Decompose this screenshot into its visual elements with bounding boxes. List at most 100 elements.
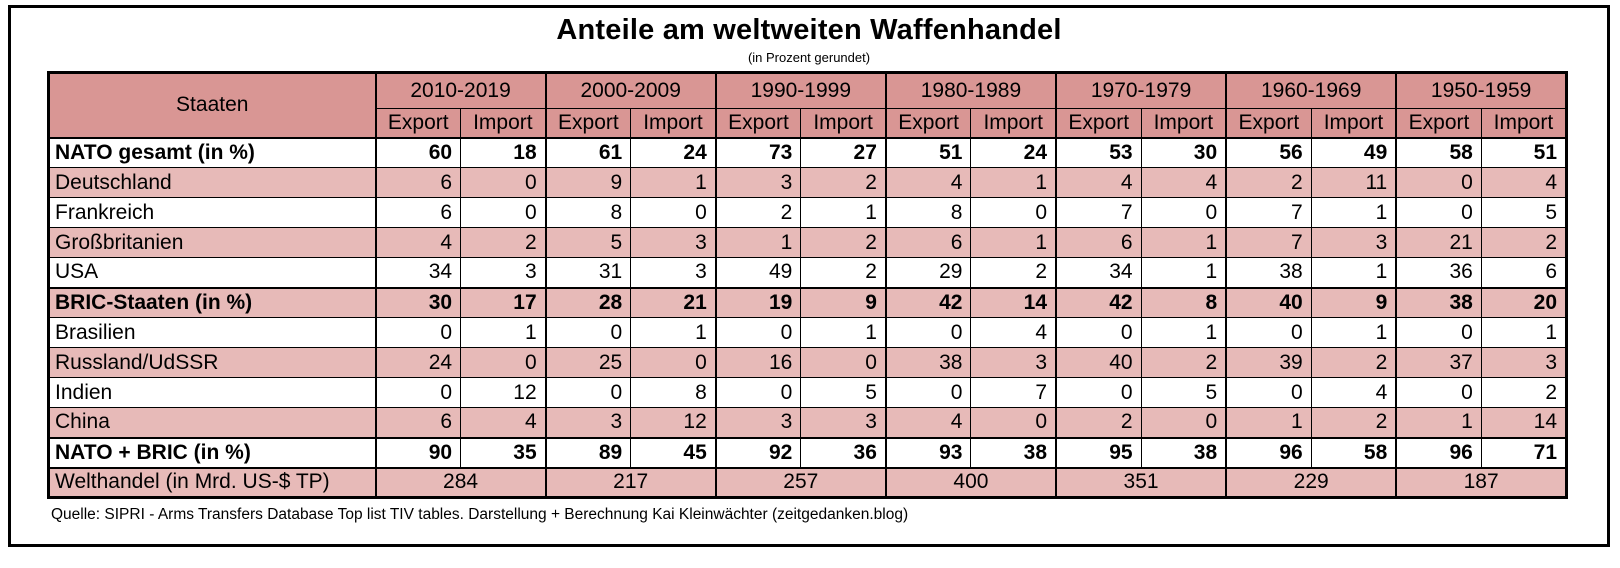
value-cell: 6 <box>1055 227 1142 258</box>
staaten-column-header: Staaten <box>48 72 377 138</box>
value-cell: 93 <box>885 436 972 468</box>
value-cell: 8 <box>630 377 717 408</box>
value-cell: 7 <box>1225 197 1312 228</box>
value-cell: 2 <box>1310 407 1398 438</box>
value-cell: 8 <box>885 197 972 228</box>
value-cell: 2 <box>800 167 887 198</box>
value-cell: 36 <box>1395 257 1482 288</box>
value-cell: 3 <box>1480 347 1568 378</box>
value-cell: 9 <box>545 167 632 198</box>
value-cell: 0 <box>715 377 802 408</box>
value-cell: 4 <box>885 407 972 438</box>
value-cell: 0 <box>460 347 547 378</box>
value-cell: 2 <box>970 257 1058 288</box>
value-cell: 95 <box>1055 436 1142 468</box>
source-note: Quelle: SIPRI - Arms Transfers Database … <box>51 506 909 523</box>
export-header: Export <box>374 108 462 138</box>
value-cell: 1 <box>1140 317 1228 348</box>
value-cell: 7 <box>970 377 1058 408</box>
value-cell: 51 <box>1480 136 1568 168</box>
value-cell: 0 <box>460 167 547 198</box>
import-header: Import <box>970 108 1058 138</box>
value-cell: 4 <box>374 227 462 258</box>
welthandel-value-cell: 400 <box>884 466 1058 498</box>
value-cell: 71 <box>1480 436 1568 468</box>
value-cell: 36 <box>800 436 887 468</box>
value-cell: 6 <box>374 407 462 438</box>
table-row: Frankreich 6 0 8 0 2 1 8 0 7 0 7 1 0 5 <box>48 197 1568 228</box>
export-header: Export <box>1225 108 1312 138</box>
value-cell: 1 <box>800 317 887 348</box>
value-cell: 40 <box>1225 286 1312 318</box>
value-cell: 27 <box>800 136 887 168</box>
row-label: Frankreich <box>48 197 377 228</box>
value-cell: 56 <box>1225 136 1312 168</box>
table-row: Indien 0 12 0 8 0 5 0 7 0 5 0 4 0 2 <box>48 377 1568 408</box>
value-cell: 5 <box>1480 197 1568 228</box>
value-cell: 0 <box>630 347 717 378</box>
row-label: BRIC-Staaten (in %) <box>48 286 377 318</box>
value-cell: 38 <box>1140 436 1228 468</box>
value-cell: 3 <box>1310 227 1398 258</box>
export-header: Export <box>715 108 802 138</box>
value-cell: 35 <box>460 436 547 468</box>
value-cell: 1 <box>970 167 1058 198</box>
value-cell: 0 <box>1140 197 1228 228</box>
value-cell: 24 <box>970 136 1058 168</box>
table-row: Großbritanien 4 2 5 3 1 2 6 1 6 1 7 3 21 2 <box>48 227 1568 258</box>
value-cell: 14 <box>970 286 1058 318</box>
value-cell: 5 <box>545 227 632 258</box>
export-header: Export <box>545 108 632 138</box>
value-cell: 1 <box>1310 317 1398 348</box>
value-cell: 6 <box>885 227 972 258</box>
value-cell: 7 <box>1055 197 1142 228</box>
value-cell: 16 <box>715 347 802 378</box>
value-cell: 6 <box>374 167 462 198</box>
value-cell: 0 <box>885 317 972 348</box>
value-cell: 1 <box>970 227 1058 258</box>
row-label: Russland/UdSSR <box>48 347 377 378</box>
welthandel-value-cell: 217 <box>544 466 717 498</box>
table-row: Deutschland 6 0 9 1 3 2 4 1 4 4 2 11 0 4 <box>48 167 1568 198</box>
value-cell: 73 <box>715 136 802 168</box>
value-cell: 19 <box>715 286 802 318</box>
decade-header: 1960-1969 <box>1225 72 1397 109</box>
value-cell: 92 <box>715 436 802 468</box>
value-cell: 4 <box>460 407 547 438</box>
value-cell: 30 <box>1140 136 1228 168</box>
value-cell: 2 <box>800 257 887 288</box>
value-cell: 0 <box>800 347 887 378</box>
value-cell: 5 <box>800 377 887 408</box>
value-cell: 38 <box>970 436 1058 468</box>
decade-header: 1980-1989 <box>884 72 1057 109</box>
value-cell: 58 <box>1395 136 1482 168</box>
value-cell: 3 <box>630 257 717 288</box>
value-cell: 37 <box>1395 347 1482 378</box>
import-header: Import <box>460 108 547 138</box>
value-cell: 34 <box>374 257 462 288</box>
welthandel-value-cell: 187 <box>1395 466 1568 498</box>
value-cell: 12 <box>460 377 547 408</box>
value-cell: 29 <box>885 257 972 288</box>
value-cell: 9 <box>800 286 887 318</box>
value-cell: 49 <box>1310 136 1398 168</box>
import-header: Import <box>1480 108 1568 138</box>
value-cell: 1 <box>460 317 547 348</box>
value-cell: 2 <box>800 227 887 258</box>
value-cell: 0 <box>374 317 462 348</box>
value-cell: 0 <box>545 377 632 408</box>
value-cell: 2 <box>1225 167 1312 198</box>
value-cell: 96 <box>1225 436 1312 468</box>
welthandel-value-cell: 257 <box>714 466 887 498</box>
value-cell: 3 <box>630 227 717 258</box>
row-label: NATO + BRIC (in %) <box>48 436 377 468</box>
table-row: USA 34 3 31 3 49 2 29 2 34 1 38 1 36 6 <box>48 257 1568 288</box>
value-cell: 8 <box>1140 286 1228 318</box>
value-cell: 4 <box>1140 167 1228 198</box>
export-header: Export <box>885 108 972 138</box>
value-cell: 4 <box>970 317 1058 348</box>
decade-header: 2010-2019 <box>374 72 547 109</box>
value-cell: 53 <box>1055 136 1142 168</box>
value-cell: 24 <box>374 347 462 378</box>
row-label: Indien <box>48 377 377 408</box>
